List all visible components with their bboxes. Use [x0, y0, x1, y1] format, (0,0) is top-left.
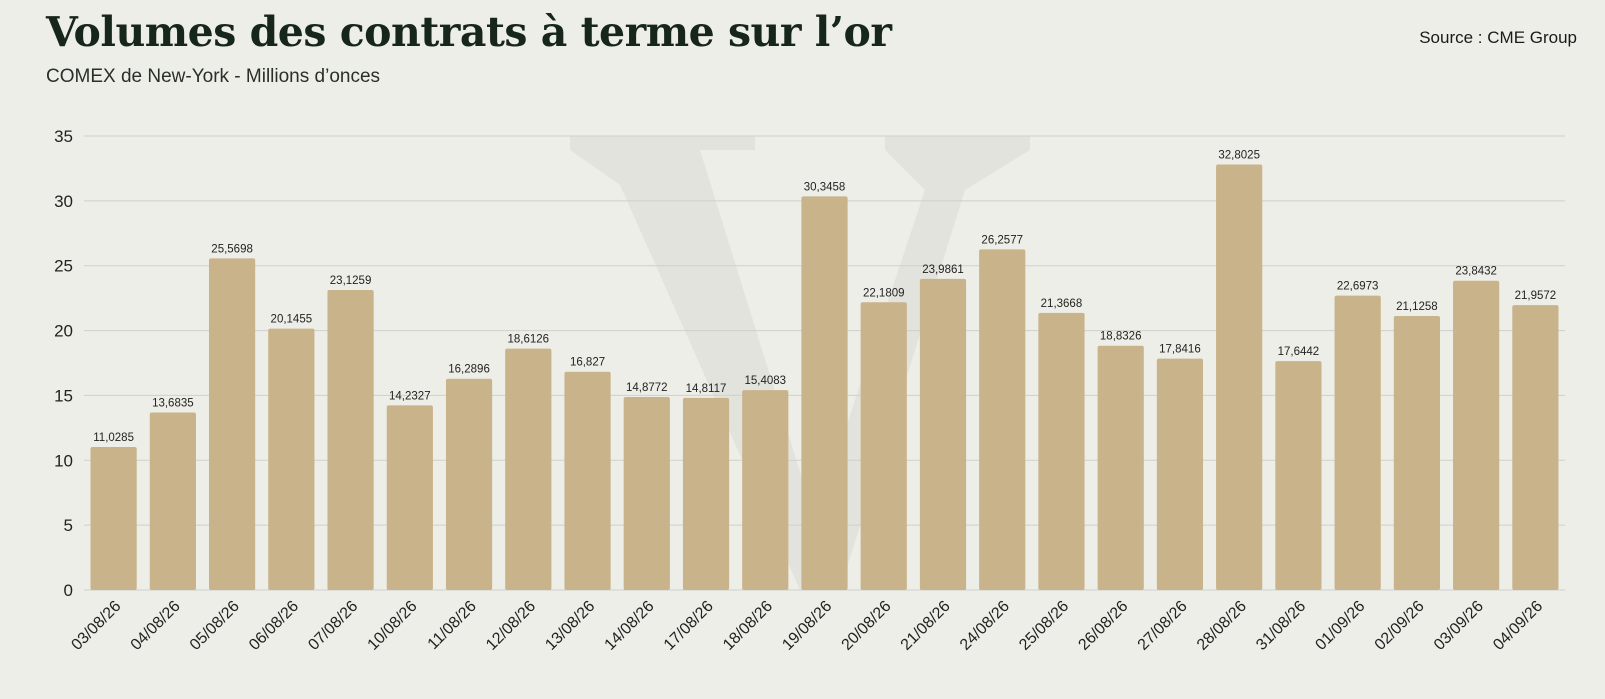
- value-label: 22,1809: [863, 287, 905, 299]
- x-tick-label: 12/08/26: [483, 598, 539, 654]
- chart-title: Volumes des contrats à terme sur l’or: [46, 8, 892, 56]
- x-tick-label: 20/08/26: [839, 598, 895, 654]
- value-label: 13,6835: [152, 398, 194, 410]
- value-label: 16,2896: [448, 364, 490, 376]
- x-tick-label: 17/08/26: [661, 598, 717, 654]
- x-tick-label: 01/09/26: [1312, 598, 1368, 654]
- value-label: 30,3458: [804, 181, 846, 193]
- value-label: 22,6973: [1337, 281, 1379, 293]
- x-tick-label: 13/08/26: [542, 598, 598, 654]
- bar: [682, 397, 730, 590]
- x-axis: 03/08/26 04/08/26 05/08/26 06/08/26 07/08/26…: [68, 598, 1546, 654]
- x-tick-label: 21/08/26: [898, 598, 954, 654]
- x-tick-label: 04/08/26: [128, 598, 184, 654]
- value-label: 18,6126: [508, 334, 550, 346]
- y-tick-label: 10: [54, 451, 73, 470]
- y-tick-label: 25: [54, 257, 73, 276]
- x-tick-label: 14/08/26: [602, 598, 658, 654]
- x-tick-label: 27/08/26: [1135, 598, 1191, 654]
- bar: [919, 278, 967, 590]
- bar: [1038, 312, 1085, 590]
- x-tick-label: 05/08/26: [187, 598, 243, 654]
- y-axis: 0 5 10 15 20 25 30 35: [54, 127, 73, 600]
- bar: [505, 348, 552, 590]
- value-label: 21,1258: [1396, 301, 1438, 313]
- x-tick-label: 06/08/26: [246, 598, 302, 654]
- value-label: 11,0285: [93, 432, 134, 444]
- x-tick-label: 11/08/26: [425, 598, 480, 653]
- y-tick-label: 35: [54, 127, 73, 146]
- y-tick-label: 30: [54, 192, 73, 211]
- bar: [90, 446, 137, 590]
- value-label: 14,8772: [626, 382, 668, 394]
- value-label: 25,5698: [211, 243, 253, 255]
- x-tick-label: 31/08/26: [1253, 598, 1309, 654]
- value-label: 14,2327: [389, 390, 431, 402]
- x-tick-label: 26/08/26: [1075, 598, 1131, 654]
- value-label: 32,8025: [1218, 150, 1260, 162]
- bar: [860, 302, 907, 590]
- value-label: 23,1259: [330, 275, 372, 287]
- y-tick-label: 5: [64, 516, 73, 535]
- bar: [327, 290, 374, 590]
- y-tick-label: 20: [54, 322, 73, 341]
- x-tick-label: 02/09/26: [1372, 598, 1428, 654]
- bar: [1216, 164, 1263, 591]
- x-tick-label: 25/08/26: [1016, 598, 1072, 654]
- bar: [208, 258, 256, 590]
- value-label: 17,6442: [1278, 346, 1320, 358]
- value-label: 16,827: [570, 357, 605, 369]
- value-label: 14,8117: [686, 383, 727, 395]
- value-label: 26,2577: [981, 234, 1023, 246]
- x-tick-label: 19/08/26: [779, 598, 835, 654]
- value-label: 21,9572: [1515, 290, 1557, 302]
- watermark-logo: [570, 136, 1030, 590]
- bar: [1453, 280, 1500, 590]
- value-label: 15,4083: [744, 375, 786, 387]
- y-tick-label: 0: [64, 581, 73, 600]
- bar: [1156, 358, 1204, 590]
- chart-subtitle: COMEX de New-York - Millions d’onces: [46, 66, 381, 87]
- bar: [564, 371, 611, 590]
- bar: [1097, 345, 1144, 590]
- bar: [386, 405, 433, 590]
- bar: [268, 328, 315, 590]
- value-label: 17,8416: [1159, 344, 1201, 356]
- bar: [742, 390, 789, 590]
- bar: [1512, 305, 1559, 590]
- x-tick-label: 04/09/26: [1490, 598, 1546, 654]
- value-label: 21,3668: [1041, 298, 1083, 310]
- x-tick-label: 03/08/26: [68, 598, 124, 654]
- x-tick-label: 18/08/26: [720, 598, 776, 654]
- x-tick-label: 24/08/26: [957, 598, 1013, 654]
- value-label: 18,8326: [1100, 331, 1142, 343]
- value-labels: 11,0285 13,6835 25,5698 20,1455 23,1259 14,23…: [93, 150, 1556, 444]
- watermark-shape: [570, 136, 1030, 590]
- bar: [1334, 295, 1381, 590]
- bar: [801, 196, 848, 590]
- source-label: Source : CME Group: [1419, 28, 1577, 47]
- value-label: 20,1455: [271, 314, 313, 326]
- x-tick-label: 03/09/26: [1431, 598, 1487, 654]
- bar: [149, 412, 196, 590]
- bar: [979, 249, 1026, 590]
- bar: [1393, 315, 1441, 590]
- x-tick-label: 28/08/26: [1194, 598, 1250, 654]
- x-tick-label: 10/08/26: [365, 598, 421, 654]
- bar: [623, 397, 670, 590]
- bar: [1275, 361, 1322, 590]
- y-tick-label: 15: [54, 386, 73, 405]
- value-label: 23,8432: [1455, 266, 1497, 278]
- bars: [90, 164, 1559, 591]
- bar: [445, 378, 493, 590]
- x-tick-label: 07/08/26: [305, 598, 361, 654]
- value-label: 23,9861: [922, 264, 964, 276]
